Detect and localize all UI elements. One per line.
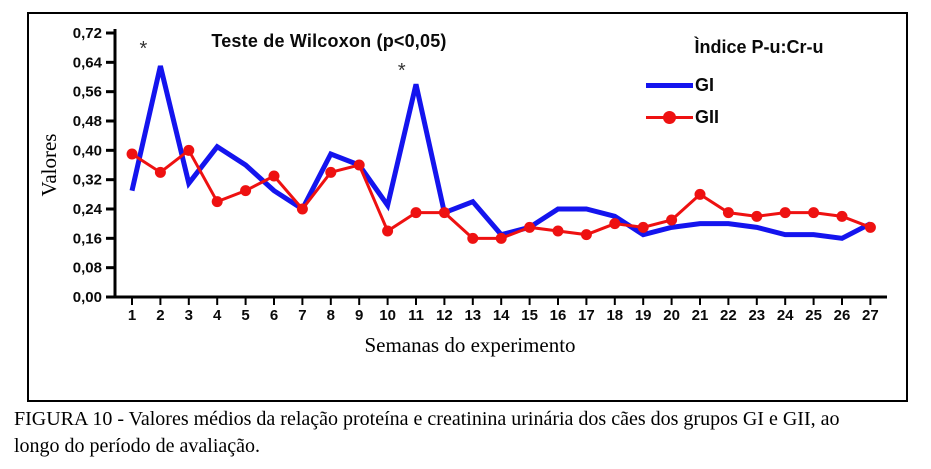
data-point-gii [580,229,592,241]
data-point-gii [268,170,280,182]
data-point-gii [240,185,252,197]
data-point-gii [382,225,394,237]
data-point-gii [808,207,820,219]
y-tick-label: 0,24 [73,201,103,218]
x-axis-title: Semanas do experimento [364,333,576,357]
plot-area: 0,00 0,08 0,16 0,24 0,32 0,40 0,48 0,56 0,64 0,72… [73,25,887,324]
data-point-gii [751,210,763,222]
legend-item-gii: GII [646,107,719,128]
data-point-gii [836,210,848,222]
data-point-gii [296,203,308,215]
x-tick-label: 19 [635,307,652,324]
x-tick-label: 17 [578,307,595,324]
data-point-gii [154,166,166,178]
significance-asterisk: * [139,38,147,60]
y-tick-label: 0,32 [73,172,102,189]
x-tick-label: 1 [128,307,136,324]
data-point-gii [211,196,223,208]
data-point-gii [779,207,791,219]
gi-line-swatch [646,83,693,88]
y-tick-label: 0,56 [73,84,102,101]
y-tick-label: 0,48 [73,113,102,130]
data-point-gii [467,232,479,244]
data-point-gii [694,188,706,200]
y-tick-label: 0,64 [73,54,103,71]
x-tick-label: 13 [464,307,481,324]
data-point-gii [325,166,337,178]
x-tick-label: 5 [241,307,249,324]
x-tick-label: 18 [606,307,623,324]
data-point-gii [495,232,507,244]
x-tick-label: 14 [493,307,510,324]
x-tick-label: 16 [550,307,567,324]
caption-line-1: FIGURA 10 - Valores médios da relação pr… [14,408,840,430]
x-tick-label: 8 [327,307,335,324]
figure-caption: FIGURA 10 - Valores médios da relação pr… [14,406,926,460]
x-tick-label: 15 [521,307,538,324]
data-point-gii [524,221,536,233]
y-tick-label: 0,16 [73,230,102,247]
gii-marker-dot [663,111,676,124]
y-tick-label: 0,72 [73,25,102,42]
x-tick-label: 9 [355,307,363,324]
legend-label-gi: GI [695,75,715,95]
data-point-gii [864,221,876,233]
data-point-gii [609,218,621,230]
data-point-gii [183,144,195,156]
legend-label-gii: GII [695,107,720,127]
chart-title: Teste de Wilcoxon (p<0,05) [211,31,447,51]
gii-line-swatch [646,111,693,124]
data-point-gii [410,207,422,219]
x-tick-label: 10 [379,307,396,324]
x-tick-label: 20 [663,307,680,324]
x-tick-label: 2 [156,307,164,324]
x-tick-label: 6 [270,307,278,324]
x-tick-label: 3 [185,307,193,324]
x-tick-label: 25 [805,307,822,324]
data-point-gii [552,225,564,237]
y-tick-label: 0,00 [73,289,102,306]
x-tick-label: 12 [436,307,453,324]
x-tick-label: 23 [748,307,765,324]
significance-asterisk: * [398,60,406,82]
x-tick-label: 27 [862,307,879,324]
data-point-gii [353,159,365,171]
chart-frame: 0,00 0,08 0,16 0,24 0,32 0,40 0,48 0,56 0,64 0,72… [27,12,908,402]
x-tick-label: 26 [834,307,851,324]
x-tick-label: 11 [408,307,424,324]
data-point-gii [666,214,678,226]
caption-line-2: longo do período de avaliação. [14,435,261,457]
data-point-gii [126,148,138,160]
x-tick-label: 21 [692,307,709,324]
data-point-gii [722,207,734,219]
legend-item-gi: GI [646,75,714,96]
data-point-gii [438,207,450,219]
y-tick-label: 0,40 [73,142,102,159]
y-axis-title: Valores [37,133,61,197]
data-point-gii [637,221,649,233]
x-tick-label: 7 [298,307,306,324]
y-tick-label: 0,08 [73,260,102,277]
legend-title: Ìndice P-u:Cr-u [694,37,824,57]
x-tick-label: 24 [777,307,794,324]
x-tick-label: 4 [213,307,222,324]
x-tick-label: 22 [720,307,737,324]
